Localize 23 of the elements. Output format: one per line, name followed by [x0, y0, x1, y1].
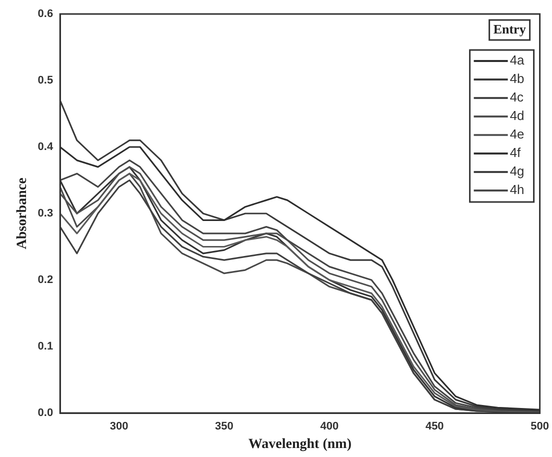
x-tick-label: 500: [530, 420, 550, 433]
legend-title: Entry: [493, 21, 526, 36]
legend-label: 4a: [510, 52, 526, 68]
legend-label: 4f: [510, 145, 522, 160]
legend-label: 4g: [510, 164, 524, 179]
x-tick-label: 400: [320, 420, 339, 433]
legend-label: 4c: [510, 90, 524, 105]
x-tick-label: 300: [110, 420, 128, 433]
x-tick-label: 350: [215, 420, 234, 433]
y-tick-label: 0.4: [38, 141, 54, 154]
legend-label: 4d: [510, 108, 524, 124]
y-tick-label: 0.1: [38, 340, 54, 353]
x-tick-label: 450: [425, 420, 444, 433]
y-tick-label: 0.6: [38, 8, 54, 20]
y-tick-label: 0.2: [38, 274, 54, 286]
y-tick-label: 0.5: [38, 74, 54, 87]
legend-label: 4e: [510, 126, 524, 142]
y-tick-label: 0.0: [38, 407, 54, 420]
y-tick-label: 0.3: [38, 208, 54, 220]
x-axis-title: Wavelenght (nm): [248, 437, 352, 452]
y-axis-title: Absorbance: [15, 178, 30, 250]
legend-label: 4b: [510, 71, 524, 86]
legend-label: 4h: [510, 182, 524, 198]
